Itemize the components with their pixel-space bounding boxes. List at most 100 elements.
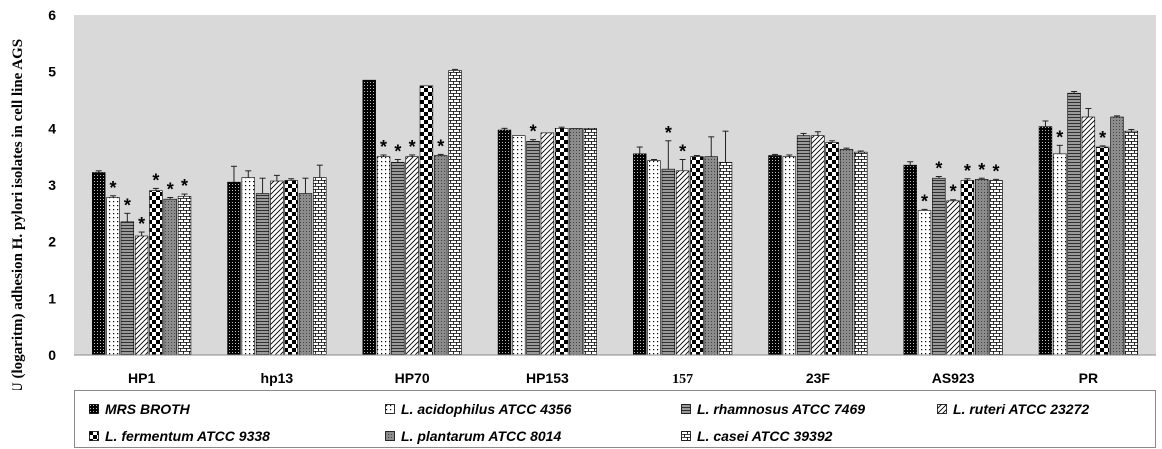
legend-swatch: [385, 404, 395, 414]
legend-label: L. acidophilus ATCC 4356: [401, 401, 572, 417]
bar: [903, 164, 917, 356]
bar: [1081, 116, 1096, 356]
bar: [647, 160, 661, 356]
x-category-label: HP70: [395, 370, 430, 386]
bar: [782, 156, 796, 356]
significance-marker: *: [167, 179, 174, 199]
legend-swatch: [681, 404, 691, 414]
bar: [1095, 146, 1110, 356]
bars: * * * * * * * * * * * * * * * * * * * * *: [92, 68, 1138, 356]
x-axis-categories: HP1 hp13 HP70 HP153 157 23F AS923 PR: [128, 370, 1098, 387]
y-tick-label: 6: [48, 7, 56, 23]
x-category-label: HP1: [128, 370, 155, 386]
bar: [854, 151, 868, 356]
legend-item: L. acidophilus ATCC 4356: [385, 401, 571, 417]
bar: [497, 129, 512, 356]
legend-label: L. casei ATCC 39392: [697, 428, 833, 444]
significance-marker: *: [110, 178, 117, 198]
bar: [811, 135, 825, 356]
x-category-label: AS923: [932, 370, 975, 386]
bar: [1124, 130, 1138, 356]
significance-marker: *: [921, 191, 928, 211]
bar: [718, 162, 733, 356]
legend-item: L. fermentum ATCC 9338: [89, 428, 270, 444]
significance-marker: *: [665, 123, 672, 143]
bar: [1067, 92, 1081, 356]
bar: [163, 198, 177, 356]
bar: [675, 170, 690, 356]
bar: [391, 162, 405, 356]
legend-label: L. ruteri ATCC 23272: [953, 401, 1090, 417]
significance-marker: *: [437, 136, 444, 156]
bar: [1038, 126, 1053, 356]
significance-marker: *: [181, 176, 188, 196]
significance-marker: *: [1056, 127, 1063, 147]
significance-marker: *: [964, 161, 971, 181]
y-tick-label: 1: [48, 290, 56, 306]
legend-item: L. plantarum ATCC 8014: [385, 428, 561, 444]
bar: [704, 156, 718, 356]
y-axis-ticks: 0 1 2 3 4 5 6: [48, 7, 56, 363]
significance-marker: *: [394, 142, 401, 162]
legend: MRS BROTH L. acidophilus ATCC 4356 L. rham…: [74, 390, 1156, 448]
bar: [1053, 153, 1067, 356]
y-tick-label: 0: [48, 347, 56, 363]
legend-label: L. rhamnosus ATCC 7469: [697, 401, 866, 417]
bar: [540, 132, 555, 356]
bar: [1110, 116, 1124, 356]
significance-marker: *: [124, 195, 131, 215]
x-category-label: 23F: [806, 370, 831, 386]
x-category-label: 157: [672, 372, 693, 387]
bar: [298, 193, 313, 356]
bar: [255, 193, 270, 356]
bar: [917, 210, 932, 356]
bar: [419, 85, 434, 356]
significance-marker: *: [950, 182, 957, 202]
bar: [825, 142, 839, 356]
legend-swatch: [385, 431, 395, 441]
y-tick-label: 5: [48, 64, 56, 80]
bar: [661, 168, 676, 356]
significance-marker: *: [978, 160, 985, 180]
bar: [149, 190, 163, 356]
bar: [92, 172, 106, 356]
bar: [512, 135, 526, 356]
significance-marker: *: [409, 137, 416, 157]
legend-swatch: [89, 431, 99, 441]
bar: [960, 180, 975, 356]
legend-item: L. casei ATCC 39392: [681, 428, 832, 444]
significance-marker: *: [935, 159, 942, 179]
x-category-label: HP153: [526, 370, 569, 386]
significance-marker: *: [679, 142, 686, 162]
bar: [554, 128, 569, 356]
bar: [932, 177, 946, 356]
bar: [134, 235, 149, 356]
bar: [106, 197, 120, 356]
x-category-label: hp13: [261, 370, 294, 386]
bar: [313, 177, 327, 356]
x-category-label: PR: [1079, 370, 1098, 386]
legend-label: L. fermentum ATCC 9338: [105, 428, 270, 444]
legend-swatch: [937, 404, 947, 414]
bar: [526, 141, 540, 356]
y-axis-label: CFU (logaritm) adhesion H. pylori isolat…: [10, 39, 26, 390]
significance-marker: *: [152, 170, 159, 190]
bar-chart: 0 1 2 3 4 5 6 * * * * * * * * * * * * * * * * * * * * * HP1 hp13 HP7…: [10, 7, 1156, 390]
bar: [270, 180, 284, 356]
significance-marker: *: [380, 137, 387, 157]
bar: [241, 177, 255, 356]
legend-swatch: [681, 431, 691, 441]
y-tick-label: 4: [48, 120, 56, 136]
legend-item: L. ruteri ATCC 23272: [937, 401, 1089, 417]
significance-marker: *: [138, 214, 145, 234]
bar: [227, 181, 241, 356]
bar: [768, 155, 782, 356]
bar: [405, 156, 419, 356]
significance-marker: *: [530, 122, 537, 142]
bar: [975, 179, 989, 356]
legend-item: MRS BROTH: [89, 401, 190, 417]
bar: [120, 221, 135, 356]
bar: [583, 128, 597, 356]
legend-swatch: [89, 404, 99, 414]
significance-marker: *: [1099, 128, 1106, 148]
